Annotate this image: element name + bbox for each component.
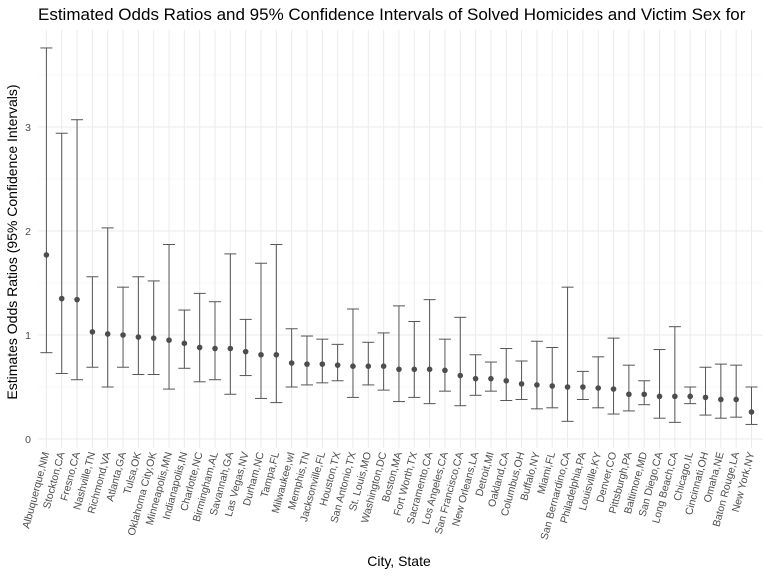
estimate-point bbox=[442, 367, 448, 374]
estimate-point bbox=[166, 337, 172, 344]
estimate-point bbox=[181, 340, 188, 347]
estimate-point bbox=[242, 348, 249, 355]
estimate-point bbox=[150, 335, 157, 341]
estimate-point bbox=[258, 351, 264, 358]
estimate-point bbox=[74, 296, 80, 303]
estimate-point bbox=[518, 381, 525, 387]
estimate-point bbox=[350, 363, 356, 370]
estimate-point bbox=[472, 375, 479, 382]
estimate-point bbox=[334, 362, 341, 368]
y-axis-ticks: 0 1 2 3 bbox=[25, 122, 31, 446]
estimate-point bbox=[304, 361, 310, 367]
estimate-point bbox=[656, 393, 663, 400]
estimate-point bbox=[212, 345, 218, 352]
estimate-point bbox=[580, 384, 586, 390]
estimate-point bbox=[610, 386, 617, 392]
estimate-point bbox=[457, 372, 464, 379]
estimate-point bbox=[702, 394, 709, 401]
grid-lines bbox=[38, 30, 763, 448]
estimate-point bbox=[733, 396, 739, 403]
x-axis-title: City, State bbox=[367, 553, 431, 569]
estimate-point bbox=[396, 366, 402, 373]
estimate-point bbox=[748, 409, 755, 415]
estimate-point bbox=[196, 344, 203, 351]
estimate-point bbox=[104, 331, 111, 337]
estimate-point bbox=[411, 366, 418, 373]
estimate-point bbox=[549, 383, 556, 389]
estimate-point bbox=[503, 377, 510, 384]
estimate-point bbox=[718, 396, 724, 403]
y-tick-label: 3 bbox=[25, 122, 31, 134]
estimate-point bbox=[288, 360, 295, 366]
estimate-point bbox=[564, 384, 571, 390]
estimate-point bbox=[58, 295, 65, 302]
estimate-point bbox=[641, 391, 648, 398]
chart-title: Estimated Odds Ratios and 95% Confidence… bbox=[38, 5, 746, 24]
x-axis-ticks: Albuquerque,NMStockton,CAFresno,CANashvi… bbox=[20, 450, 757, 541]
estimate-point bbox=[135, 334, 142, 340]
estimate-point bbox=[534, 382, 540, 388]
estimate-point bbox=[273, 351, 280, 358]
estimate-point bbox=[626, 391, 632, 398]
y-tick-label: 1 bbox=[25, 330, 31, 342]
estimate-point bbox=[43, 252, 50, 258]
error-bars bbox=[40, 47, 758, 425]
estimate-point bbox=[380, 363, 387, 370]
estimate-points bbox=[43, 252, 755, 415]
y-tick-label: 0 bbox=[25, 434, 31, 446]
estimate-point bbox=[319, 361, 326, 367]
estimate-point bbox=[120, 332, 126, 338]
y-axis-title: Estimates Odds Ratios (95% Confidence In… bbox=[4, 84, 20, 399]
estimate-point bbox=[687, 393, 693, 400]
estimate-point bbox=[426, 366, 433, 373]
estimate-point bbox=[672, 393, 678, 400]
estimate-point bbox=[595, 385, 602, 391]
estimate-point bbox=[227, 345, 234, 352]
estimate-point bbox=[488, 375, 494, 382]
y-tick-label: 2 bbox=[25, 226, 31, 238]
estimate-point bbox=[365, 363, 372, 370]
estimate-point bbox=[89, 329, 96, 335]
